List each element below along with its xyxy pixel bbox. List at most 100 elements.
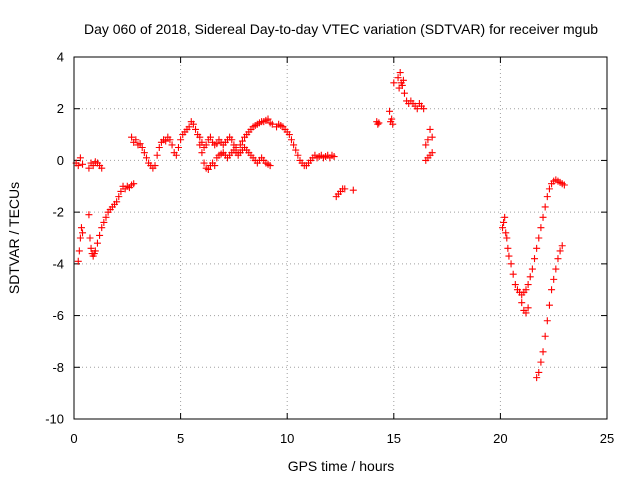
y-tick-label: -6 bbox=[52, 308, 64, 323]
series-seg6 bbox=[196, 141, 274, 173]
data-point bbox=[375, 119, 383, 127]
data-point bbox=[151, 162, 159, 170]
y-tick-label: 0 bbox=[57, 153, 64, 168]
data-point bbox=[507, 260, 515, 268]
data-point bbox=[535, 234, 543, 242]
data-point bbox=[543, 317, 551, 325]
data-point bbox=[75, 247, 83, 255]
data-point bbox=[192, 125, 200, 133]
data-point bbox=[349, 186, 357, 194]
data-point bbox=[389, 120, 397, 128]
data-point bbox=[537, 358, 545, 366]
data-point bbox=[330, 153, 338, 161]
data-point bbox=[76, 154, 84, 162]
data-point bbox=[422, 141, 430, 149]
data-point bbox=[174, 144, 182, 151]
data-point bbox=[204, 165, 212, 173]
data-point bbox=[102, 213, 110, 221]
data-point bbox=[142, 154, 150, 162]
data-point bbox=[130, 180, 138, 188]
data-point bbox=[524, 304, 532, 312]
y-tick-label: -2 bbox=[52, 205, 64, 220]
data-point bbox=[552, 265, 560, 273]
data-point bbox=[531, 255, 539, 263]
data-point bbox=[511, 281, 519, 289]
data-point bbox=[74, 162, 82, 170]
data-point bbox=[505, 252, 513, 260]
data-point bbox=[77, 224, 85, 232]
series-seg10 bbox=[386, 79, 398, 128]
series-seg12 bbox=[422, 149, 436, 164]
data-point bbox=[79, 160, 87, 168]
data-point bbox=[541, 332, 549, 340]
data-point bbox=[132, 136, 140, 144]
series-seg7 bbox=[273, 120, 338, 170]
data-point bbox=[522, 309, 530, 317]
data-point bbox=[268, 120, 276, 128]
data-point bbox=[502, 229, 510, 237]
data-point bbox=[196, 141, 204, 149]
data-point bbox=[189, 120, 197, 128]
y-tick-label: 2 bbox=[57, 101, 64, 116]
data-point bbox=[285, 131, 293, 139]
chart-title: Day 060 of 2018, Sidereal Day-to-day VTE… bbox=[84, 21, 598, 37]
data-point bbox=[399, 76, 407, 84]
data-point bbox=[266, 162, 274, 170]
data-point bbox=[533, 374, 541, 382]
data-point bbox=[264, 115, 272, 123]
data-point bbox=[545, 301, 553, 309]
data-point bbox=[548, 286, 556, 294]
x-axis-label: GPS time / hours bbox=[288, 458, 395, 474]
data-point bbox=[501, 213, 509, 221]
data-point bbox=[76, 234, 84, 242]
x-tick-label: 20 bbox=[493, 431, 507, 446]
data-point bbox=[388, 115, 396, 123]
data-point bbox=[292, 146, 300, 154]
y-axis-label: SDTVAR / TECUs bbox=[6, 182, 22, 294]
data-point bbox=[138, 144, 146, 151]
data-point bbox=[93, 239, 101, 247]
data-point bbox=[287, 136, 295, 144]
series-seg4 bbox=[85, 180, 138, 260]
data-point bbox=[428, 149, 436, 157]
data-point bbox=[166, 136, 174, 144]
data-point bbox=[394, 74, 402, 82]
data-point bbox=[390, 79, 398, 87]
data-point bbox=[155, 144, 163, 151]
gridlines bbox=[74, 57, 607, 419]
data-point bbox=[386, 107, 394, 115]
data-point bbox=[86, 234, 94, 242]
data-point bbox=[79, 229, 87, 237]
series-seg14 bbox=[518, 299, 532, 317]
data-point bbox=[509, 270, 517, 278]
data-point bbox=[503, 234, 511, 242]
data-point bbox=[400, 89, 408, 97]
data-point bbox=[85, 211, 93, 219]
data-point bbox=[533, 244, 541, 252]
y-tick-label: -8 bbox=[52, 360, 64, 375]
data-point bbox=[238, 137, 246, 145]
data-point bbox=[294, 151, 302, 159]
data-point bbox=[554, 255, 562, 263]
series-seg8 bbox=[332, 185, 357, 201]
data-point bbox=[89, 162, 97, 170]
data-point bbox=[556, 247, 564, 255]
data-point bbox=[500, 218, 508, 226]
x-tick-label: 0 bbox=[70, 431, 77, 446]
data-point bbox=[168, 141, 176, 149]
y-tick-label: -4 bbox=[52, 256, 64, 271]
data-point bbox=[162, 137, 170, 145]
x-tick-label: 15 bbox=[387, 431, 401, 446]
data-point bbox=[341, 185, 349, 193]
data-point bbox=[211, 162, 219, 170]
data-point bbox=[198, 149, 206, 157]
data-point bbox=[504, 244, 512, 252]
series-seg15 bbox=[533, 242, 566, 382]
data-point bbox=[428, 133, 436, 141]
data-point bbox=[91, 247, 99, 255]
data-point bbox=[522, 286, 530, 294]
data-point bbox=[374, 120, 382, 128]
data-point bbox=[140, 149, 148, 157]
data-point bbox=[202, 141, 210, 149]
